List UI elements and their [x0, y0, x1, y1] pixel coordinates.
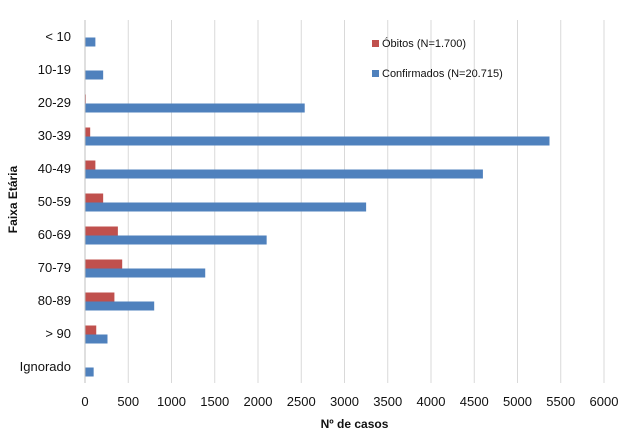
bar-obitos-60-69	[85, 226, 118, 236]
bar-confirmados-30-39	[85, 136, 550, 146]
bar-confirmados-50-59	[85, 202, 367, 212]
bar-confirmados-10	[85, 37, 96, 47]
gridlines	[84, 20, 605, 383]
y-tick-label-80-89: 80-89	[38, 293, 71, 308]
y-axis-ticks: < 10 10-19 20-29 30-39 40-49 50-59 60-69 70-79 8…	[20, 29, 71, 374]
x-tick-label-2000: 2000	[244, 394, 273, 409]
bar-obitos-50-59	[85, 193, 104, 203]
bar-obitos-70-79	[85, 259, 123, 269]
y-tick-label-30-39: 30-39	[38, 128, 71, 143]
bar-obitos-80-89	[85, 292, 115, 302]
y-tick-label-10: < 10	[45, 29, 71, 44]
x-axis-ticks: 0 500 1000 1500 2000 2500 3000 3500 4000 4500 5000…	[81, 394, 618, 409]
x-tick-label-0: 0	[81, 394, 88, 409]
x-tick-label-2500: 2500	[287, 394, 316, 409]
bar-confirmados-80-89	[85, 301, 155, 311]
x-tick-label-5500: 5500	[546, 394, 575, 409]
bar-confirmados-40-49	[85, 169, 483, 179]
x-tick-label-4500: 4500	[460, 394, 489, 409]
x-tick-label-5000: 5000	[503, 394, 532, 409]
legend: Óbitos (N=1.700) Confirmados (N=20.715)	[372, 37, 503, 80]
bar-obitos-40-49	[85, 160, 96, 170]
bar-confirmados-10-19	[85, 70, 104, 80]
y-tick-label-70-79: 70-79	[38, 260, 71, 275]
x-tick-label-1000: 1000	[157, 394, 186, 409]
y-tick-label-20-29: 20-29	[38, 95, 71, 110]
y-axis-title: Faixa Etária	[6, 165, 20, 233]
bar-confirmados-20-29	[85, 103, 305, 113]
bar-obitos-30-39	[85, 127, 91, 137]
bar-obitos-90	[85, 325, 97, 335]
bar-confirmados-70-79	[85, 268, 206, 278]
x-tick-label-6000: 6000	[590, 394, 619, 409]
bars	[85, 37, 550, 377]
y-tick-label-10-19: 10-19	[38, 62, 71, 77]
y-tick-label-60-69: 60-69	[38, 227, 71, 242]
bar-confirmados-60-69	[85, 235, 267, 245]
x-tick-label-500: 500	[117, 394, 139, 409]
bar-confirmados-ignorado	[85, 367, 94, 377]
x-tick-label-1500: 1500	[200, 394, 229, 409]
y-tick-label-50-59: 50-59	[38, 194, 71, 209]
y-tick-label-90: > 90	[45, 326, 71, 341]
x-tick-label-4000: 4000	[417, 394, 446, 409]
bar-confirmados-90	[85, 334, 108, 344]
y-tick-label-ignorado: Ignorado	[20, 359, 71, 374]
x-tick-label-3500: 3500	[373, 394, 402, 409]
legend-swatch-obitos	[372, 40, 379, 47]
x-axis-title: Nº de casos	[321, 417, 389, 430]
y-tick-label-40-49: 40-49	[38, 161, 71, 176]
legend-label-obitos: Óbitos (N=1.700)	[382, 37, 466, 50]
x-tick-label-3000: 3000	[330, 394, 359, 409]
legend-label-confirmados: Confirmados (N=20.715)	[382, 68, 503, 80]
legend-swatch-confirmados	[372, 70, 379, 77]
